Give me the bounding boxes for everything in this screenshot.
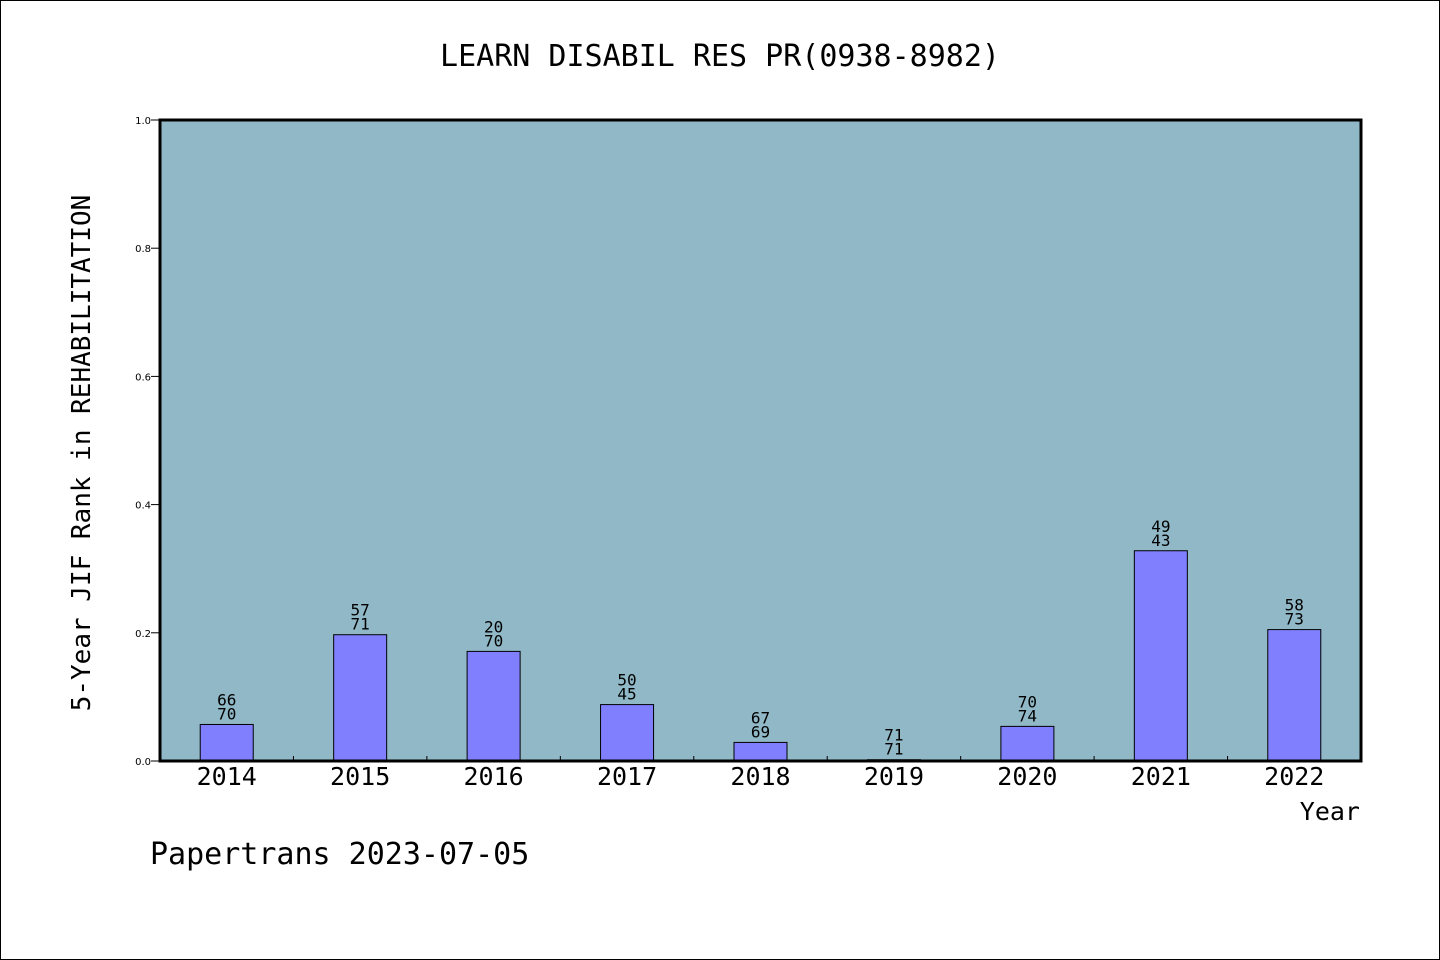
x-axis-label: Year [1300,797,1360,826]
bar-label-top: 66 [217,690,236,709]
bar-label-top: 71 [884,726,903,745]
axis-ticks-group: 0.0 0.2 0.4 0.6 0.8 1.0 2014 2015 2016 2017 2018 20… [135,116,1324,791]
footer-credit: Papertrans 2023-07-05 [150,837,529,872]
bar-label-bottom: 69 [751,722,770,741]
y-tick-label: 0.4 [135,501,151,512]
bar-label-top: 50 [617,671,636,690]
bar-label-top: 20 [484,617,503,636]
x-tick-label: 2015 [330,762,390,791]
x-tick-label: 2021 [1131,762,1191,791]
bar-label-bottom: 71 [884,740,903,759]
bar [1000,725,1055,762]
bar-label-top: 49 [1151,517,1170,536]
bar-label-top: 67 [751,708,770,727]
bar-label-top: 58 [1285,596,1304,615]
bar-label-bottom: 71 [351,615,370,634]
y-tick-label: 0.0 [135,757,151,768]
bar [199,723,254,762]
bar-label-top: 70 [1018,692,1037,711]
y-tick-label: 1.0 [135,116,151,127]
bar [466,650,521,762]
bar-label-bottom: 74 [1018,706,1037,725]
x-tick-label: 2020 [997,762,1057,791]
x-tick-label: 2018 [730,762,790,791]
y-axis-label: 5-Year JIF Rank in REHABILITATION [67,195,97,712]
bar-label-bottom: 73 [1285,610,1304,629]
bar-label-bottom: 43 [1151,531,1170,550]
chart-title: LEARN DISABIL RES PR(0938-8982) [440,39,1000,74]
y-tick-label: 0.2 [135,629,151,640]
x-tick-label: 2014 [197,762,257,791]
bar [333,634,388,762]
x-tick-label: 2017 [597,762,657,791]
x-tick-label: 2019 [864,762,924,791]
bar [1267,629,1322,762]
y-tick-label: 0.6 [135,372,151,383]
bar [733,741,788,762]
bar-label-bottom: 45 [617,685,636,704]
plot-border [158,118,1363,763]
bar [1133,550,1188,762]
bar [600,704,655,762]
bar-label-bottom: 70 [484,631,503,650]
bar-label-top: 57 [351,601,370,620]
y-tick-label: 0.8 [135,244,151,255]
x-tick-label: 2022 [1264,762,1324,791]
bar-label-bottom: 70 [217,704,236,723]
x-tick-label: 2016 [464,762,524,791]
